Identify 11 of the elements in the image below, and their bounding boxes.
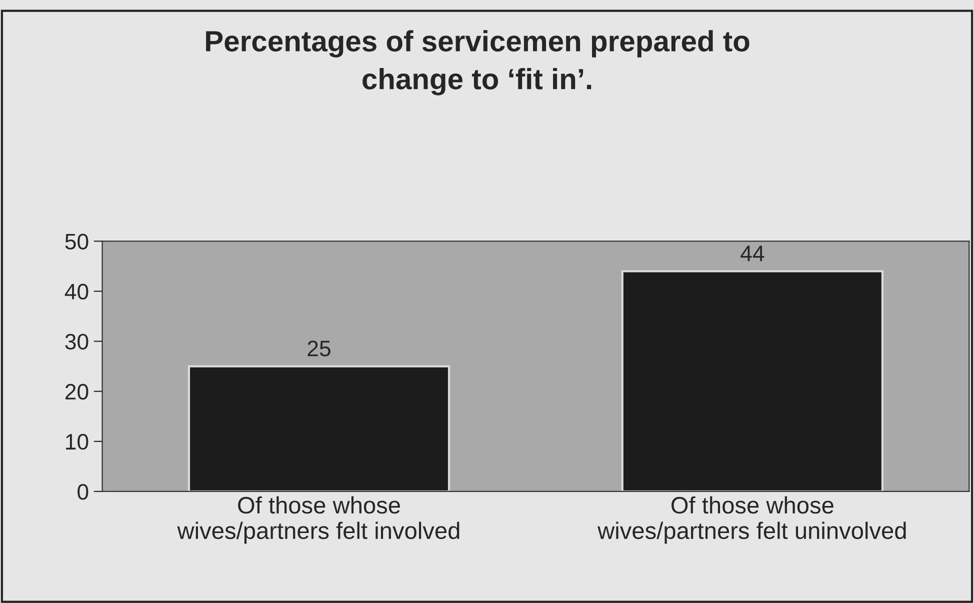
x-tick-label: Of those whose wives/partners felt uninvolved <box>598 496 906 544</box>
data-label: 25 <box>308 340 330 356</box>
y-tick-label: 40 <box>64 284 88 300</box>
chart-title: Percentages of servicemen prepared to change to ‘fit in’. <box>206 30 750 96</box>
x-tick-label: Of those whose wives/partners felt involved <box>177 496 460 544</box>
y-tick-label: 10 <box>66 434 88 450</box>
data-label: 44 <box>740 246 764 262</box>
y-tick-label: 30 <box>65 334 88 350</box>
y-tick-label: 0 <box>78 484 88 500</box>
y-tick-label: 50 <box>65 234 88 250</box>
y-tick-label: 20 <box>65 384 88 400</box>
